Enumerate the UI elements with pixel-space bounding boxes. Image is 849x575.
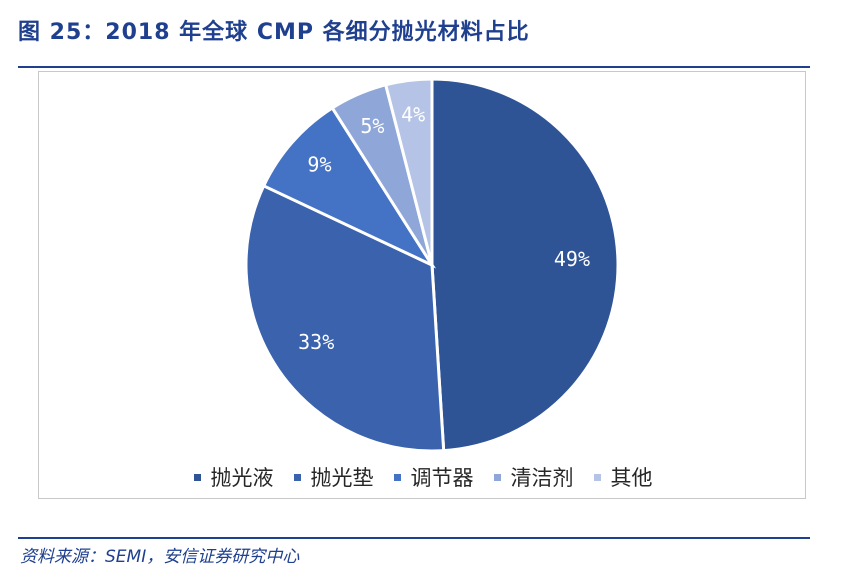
legend-label-1: 抛光垫 xyxy=(310,466,374,490)
chart-legend: 抛光液 抛光垫 调节器 清洁剂 其他 xyxy=(39,462,807,492)
legend-item-0: 抛光液 xyxy=(193,462,274,492)
chart-area: 49% 33% 9% 5% 4% 抛光液 抛光垫 调节器 清洁剂 其他 xyxy=(38,71,806,499)
pie-slice-1 xyxy=(244,183,446,453)
figure-title: 图 25：2018 年全球 CMP 各细分抛光材料占比 xyxy=(18,20,530,45)
source-note: 资料来源：SEMI，安信证券研究中心 xyxy=(20,547,300,567)
slice-label-1: 33% xyxy=(298,330,334,354)
legend-item-4: 其他 xyxy=(593,462,653,492)
legend-swatch-2 xyxy=(393,473,401,481)
source-divider xyxy=(18,537,810,539)
title-divider xyxy=(18,66,810,68)
legend-item-3: 清洁剂 xyxy=(493,462,574,492)
legend-swatch-3 xyxy=(493,473,501,481)
legend-swatch-4 xyxy=(593,473,601,481)
pie-slice-4 xyxy=(383,77,434,266)
slice-label-3: 5% xyxy=(360,114,384,138)
slice-label-2: 9% xyxy=(307,152,331,176)
legend-label-0: 抛光液 xyxy=(210,466,274,490)
legend-label-4: 其他 xyxy=(610,466,653,490)
pie-slice-0 xyxy=(430,77,620,453)
legend-swatch-1 xyxy=(293,473,301,481)
legend-item-1: 抛光垫 xyxy=(293,462,374,492)
slice-label-0: 49% xyxy=(554,247,590,271)
pie-chart: 49% 33% 9% 5% 4% xyxy=(244,77,620,453)
slice-label-4: 4% xyxy=(401,103,425,127)
legend-label-2: 调节器 xyxy=(410,466,474,490)
legend-swatch-0 xyxy=(193,473,201,481)
pie-slice-2 xyxy=(261,105,437,269)
legend-label-3: 清洁剂 xyxy=(510,466,574,490)
legend-item-2: 调节器 xyxy=(393,462,474,492)
